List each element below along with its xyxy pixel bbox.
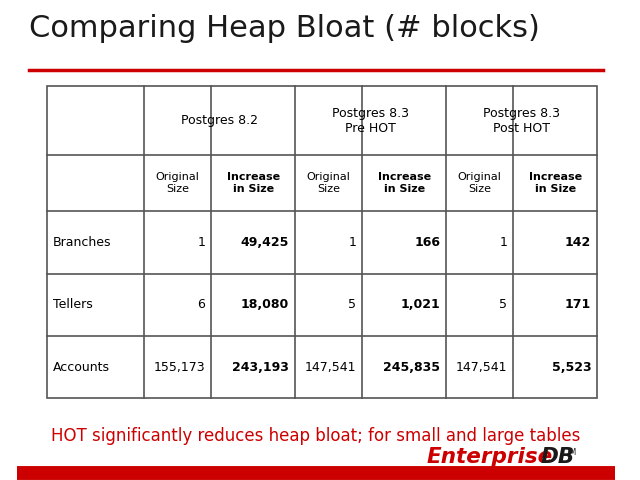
Text: HOT significantly reduces heap bloat; for small and large tables: HOT significantly reduces heap bloat; fo… <box>51 427 580 445</box>
Text: 166: 166 <box>414 236 440 249</box>
Text: Accounts: Accounts <box>52 360 109 374</box>
Text: Postgres 8.3
Post HOT: Postgres 8.3 Post HOT <box>483 107 560 135</box>
Text: 243,193: 243,193 <box>232 360 289 374</box>
Text: 5,523: 5,523 <box>552 360 591 374</box>
Text: 49,425: 49,425 <box>241 236 289 249</box>
Text: 1,021: 1,021 <box>401 298 440 312</box>
Text: 142: 142 <box>565 236 591 249</box>
Text: Original
Size: Original Size <box>156 172 200 194</box>
Text: 147,541: 147,541 <box>305 360 356 374</box>
Text: DB: DB <box>540 447 575 467</box>
Text: Increase
in Size: Increase in Size <box>378 172 431 194</box>
Text: 171: 171 <box>565 298 591 312</box>
Text: TM: TM <box>566 448 577 456</box>
Text: 155,173: 155,173 <box>154 360 205 374</box>
Text: 1: 1 <box>499 236 508 249</box>
Text: 1: 1 <box>348 236 356 249</box>
Text: 1: 1 <box>197 236 205 249</box>
Text: Branches: Branches <box>52 236 111 249</box>
Text: 5: 5 <box>348 298 356 312</box>
Text: Increase
in Size: Increase in Size <box>529 172 582 194</box>
Text: Original
Size: Original Size <box>307 172 351 194</box>
Text: 245,835: 245,835 <box>383 360 440 374</box>
Text: Increase
in Size: Increase in Size <box>227 172 280 194</box>
Text: Postgres 8.2: Postgres 8.2 <box>181 114 258 127</box>
Text: 147,541: 147,541 <box>456 360 508 374</box>
Text: Postgres 8.3
Pre HOT: Postgres 8.3 Pre HOT <box>332 107 409 135</box>
Text: Tellers: Tellers <box>52 298 92 312</box>
Text: Original
Size: Original Size <box>458 172 502 194</box>
Text: 5: 5 <box>499 298 508 312</box>
Text: 18,080: 18,080 <box>241 298 289 312</box>
Text: 6: 6 <box>197 298 205 312</box>
Text: Enterprise: Enterprise <box>427 447 553 467</box>
Text: Comparing Heap Bloat (# blocks): Comparing Heap Bloat (# blocks) <box>29 14 540 43</box>
